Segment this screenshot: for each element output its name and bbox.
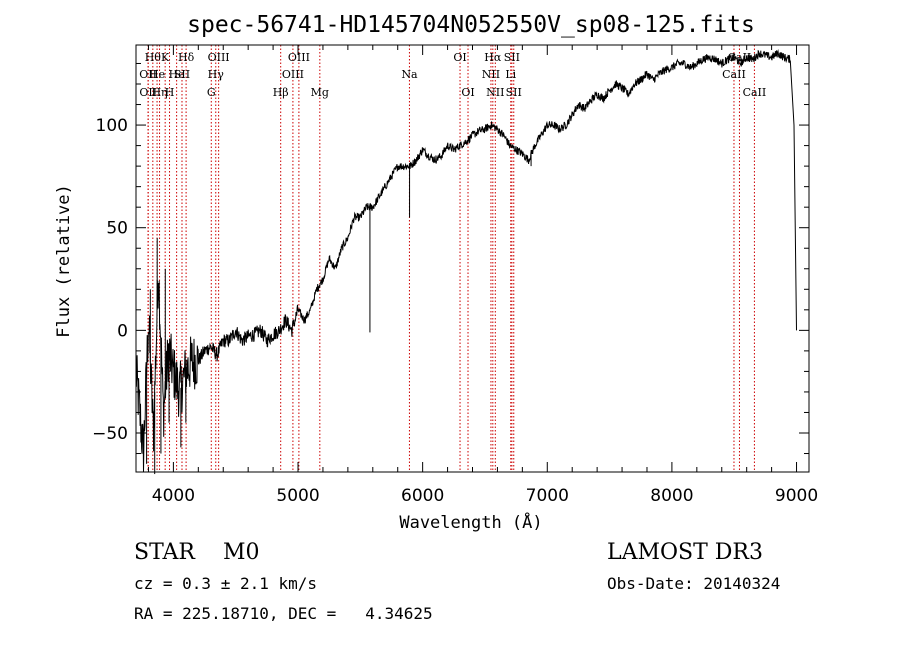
line-label: Na (401, 68, 418, 81)
spectrum-series-line (135, 48, 797, 473)
line-label: SII (504, 51, 520, 64)
line-label: SII (174, 68, 190, 81)
line-label: OII (139, 68, 157, 81)
y-axis-label: Flux (relative) (54, 184, 74, 338)
y-tick-label: −50 (92, 424, 128, 444)
line-label: OIII (288, 51, 310, 64)
plot-frame (135, 44, 810, 473)
line-label: OIII (282, 68, 304, 81)
x-tick-label: 7000 (526, 486, 569, 506)
x-axis-label: Wavelength (Å) (399, 511, 542, 533)
line-label: G (207, 86, 216, 99)
y-tick-label: 0 (117, 321, 128, 341)
x-tick-label: 6000 (401, 486, 444, 506)
line-label: Hθ (145, 51, 162, 64)
observation-date: Obs-Date: 20140324 (607, 574, 781, 593)
line-label: OII (139, 86, 157, 99)
object-class: STAR M0 (134, 540, 260, 565)
x-tick-label: 9000 (775, 486, 818, 506)
y-tick-label: 100 (96, 116, 128, 136)
line-label: H (165, 86, 175, 99)
x-tick-label: 8000 (650, 486, 693, 506)
x-tick-label: 5000 (276, 486, 319, 506)
line-label: Mg (311, 86, 329, 99)
line-label: Hγ (208, 68, 225, 81)
line-label: CaII (743, 86, 767, 99)
chart-title: spec-56741-HD145704N052550V_sp08-125.fit… (187, 12, 755, 38)
spectrum-spikes (146, 154, 532, 475)
line-label: OI (461, 86, 474, 99)
line-label: Hδ (178, 51, 195, 64)
x-tick-label: 4000 (152, 486, 195, 506)
y-tick-label: 50 (106, 219, 128, 239)
y-axis-ticks: −50 0 50 100 (92, 62, 809, 455)
survey-name: LAMOST DR3 (607, 540, 763, 565)
line-label: NII (486, 86, 504, 99)
line-labels: OIIOIIHθHeHηKHHeSIIHδGHγOIIIHβOIIIOIIIMg… (139, 51, 766, 99)
emission-line-markers (147, 45, 755, 472)
line-label: CaII (722, 68, 746, 81)
line-label: He (169, 68, 185, 81)
line-label: He (149, 68, 165, 81)
line-label: Hβ (273, 86, 289, 99)
ra-dec-coordinates: RA = 225.18710, DEC = 4.34625 (134, 604, 433, 623)
line-label: SII (506, 86, 522, 99)
redshift-cz: cz = 0.3 ± 2.1 km/s (134, 574, 318, 593)
x-axis-ticks: 4000 5000 6000 7000 8000 9000 (147, 45, 818, 506)
line-label: K (161, 51, 170, 64)
line-label: OIII (208, 51, 230, 64)
line-label: Hη (151, 86, 167, 99)
line-label: Li (505, 68, 516, 81)
line-label: Hα (484, 51, 502, 64)
line-label: OI (453, 51, 466, 64)
line-label: NII (482, 68, 500, 81)
